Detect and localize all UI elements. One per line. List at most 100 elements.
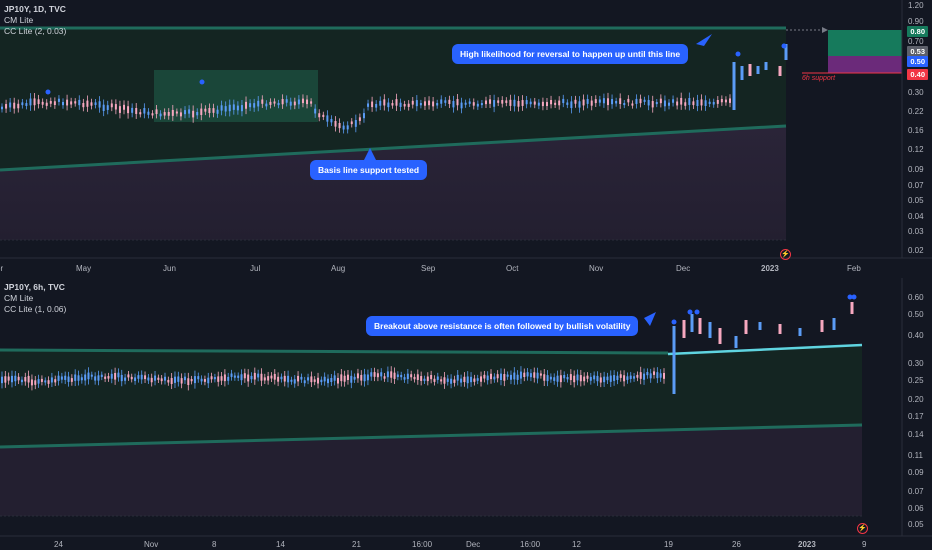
price-axis-label: 0.04 (908, 212, 924, 221)
candle (599, 377, 602, 383)
callout-breakout[interactable]: Breakout above resistance is often follo… (366, 316, 639, 336)
candle (400, 374, 403, 378)
candle (533, 101, 536, 105)
candle (536, 372, 539, 379)
candle (49, 100, 52, 104)
candle (98, 101, 101, 108)
candle (563, 374, 566, 379)
candle (423, 378, 426, 381)
candle (636, 374, 639, 378)
candle (602, 98, 605, 104)
candle (391, 103, 394, 106)
lightning-icon-bottom[interactable]: ⚡ (857, 523, 868, 534)
bottom-indicator-2[interactable]: CC Lite (1, 0.06) (4, 304, 67, 314)
candle (476, 378, 479, 381)
candle (606, 376, 609, 381)
candle (415, 100, 418, 107)
candle (84, 374, 87, 381)
candle (277, 102, 280, 106)
candle (90, 374, 93, 377)
candle (177, 376, 180, 382)
candle (80, 377, 83, 381)
candle (21, 102, 24, 106)
candle (356, 373, 359, 379)
candle (756, 66, 760, 74)
candle (245, 101, 248, 109)
candle (102, 104, 105, 111)
candle (541, 101, 544, 107)
candle (154, 375, 157, 381)
top-chart-canvas[interactable] (0, 0, 932, 275)
candle (623, 375, 626, 382)
signal-dot (781, 43, 787, 49)
candle (509, 99, 512, 106)
price-axis-label: 0.17 (908, 412, 924, 421)
top-indicator-2[interactable]: CC Lite (2, 0.03) (4, 26, 67, 36)
candle (574, 99, 577, 104)
candle (554, 102, 557, 105)
top-indicator-1[interactable]: CM Lite (4, 15, 34, 25)
bottom-indicator-1[interactable]: CM Lite (4, 293, 34, 303)
candle (123, 104, 126, 110)
candle (320, 379, 323, 383)
price-tag-040: 0.40 (907, 69, 928, 80)
lightning-icon[interactable]: ⚡ (780, 249, 791, 260)
candle (380, 372, 383, 377)
candle (672, 326, 676, 394)
time-axis-label: 19 (664, 540, 673, 549)
callout-reversal[interactable]: High likelihood for reversal to happen u… (452, 44, 689, 64)
candle (473, 378, 476, 382)
candle (419, 103, 422, 106)
candle (167, 379, 170, 383)
candle (690, 314, 694, 332)
candle (386, 371, 389, 378)
candle (659, 373, 662, 378)
candle (45, 102, 48, 106)
candle (484, 100, 487, 105)
candle (197, 376, 200, 380)
bottom-chart-pane[interactable]: JP10Y, 6h, TVC CM Lite CC Lite (1, 0.06)… (0, 278, 932, 550)
candle (110, 373, 113, 379)
candle (635, 98, 638, 104)
candle (237, 375, 240, 378)
candle (17, 103, 20, 109)
time-axis-label: 8 (212, 540, 217, 549)
top-chart-pane[interactable]: JP10Y, 1D, TVC CM Lite CC Lite (2, 0.03)… (0, 0, 932, 275)
candle (764, 62, 768, 70)
candle (649, 373, 652, 379)
time-axis-label: May (76, 264, 92, 273)
candle (360, 374, 363, 381)
candle (240, 105, 243, 112)
candle (676, 101, 679, 106)
time-axis-label: 2023 (798, 540, 816, 549)
price-axis-label: 0.02 (908, 246, 924, 255)
candle (7, 376, 10, 381)
candle (210, 376, 213, 380)
candle (160, 378, 163, 382)
callout-basis[interactable]: Basis line support tested (310, 160, 428, 180)
price-axis-label: 0.05 (908, 520, 924, 529)
candle (376, 373, 379, 378)
candle (293, 101, 296, 106)
candle (513, 99, 516, 107)
price-axis-label: 0.30 (908, 359, 924, 368)
candle (426, 376, 429, 382)
candle (460, 378, 463, 383)
candle (639, 98, 642, 104)
candle (261, 99, 264, 104)
candle (20, 379, 23, 383)
candle (183, 376, 186, 381)
candle (175, 111, 178, 114)
time-axis-label: Dec (676, 264, 691, 273)
candle (151, 113, 154, 116)
candle (322, 114, 325, 117)
candle (265, 103, 268, 107)
candle (263, 377, 266, 381)
candle (97, 375, 100, 381)
candle (784, 44, 788, 60)
candle (200, 378, 203, 382)
candle (90, 102, 93, 106)
bottom-lower-band (0, 425, 862, 516)
bottom-chart-canvas[interactable] (0, 278, 932, 550)
candle (729, 98, 731, 103)
